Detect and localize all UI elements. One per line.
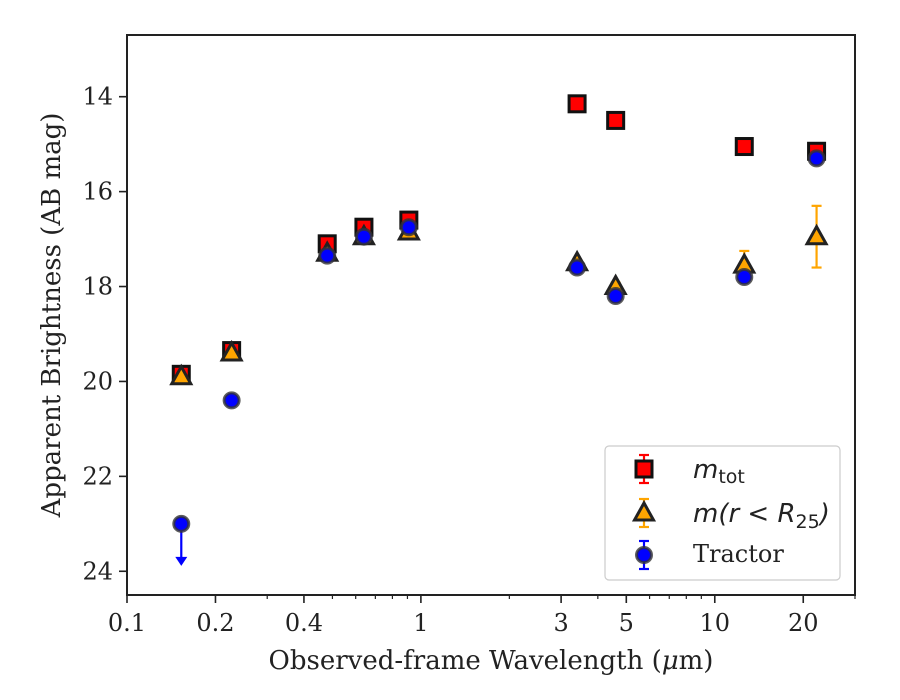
point-mtot: [606, 110, 626, 130]
upper-limit-arrow: [175, 556, 188, 566]
point-tractor: [399, 218, 418, 237]
point-m-r25: [804, 223, 829, 246]
point-tractor: [318, 246, 337, 265]
data-marks: [169, 94, 829, 566]
x-axis-label: Observed-frame Wavelength (μm): [269, 646, 714, 676]
y-tick-label: 22: [82, 462, 113, 490]
y-tick-label: 16: [82, 178, 113, 206]
x-tick-label: 1: [413, 609, 428, 637]
legend-marker-m-r25: [631, 499, 657, 522]
legend-marker-mtot: [634, 459, 654, 479]
legend-label-tractor: Tractor: [693, 540, 784, 568]
x-tick-label: 10: [700, 609, 731, 637]
legend: mtot m(r < R25) Tractor: [604, 445, 841, 581]
y-tick-label: 24: [82, 557, 113, 585]
point-tractor: [568, 258, 587, 277]
y-tick-label: 18: [82, 273, 113, 301]
point-tractor: [735, 268, 754, 287]
point-mtot: [567, 94, 587, 114]
point-m-r25: [169, 363, 194, 386]
x-axis-ticks: 0.1 0.2 0.4 1 3 5 10 20: [108, 595, 856, 637]
legend-marker-tractor: [635, 546, 653, 564]
y-axis-label: Apparent Brightness (AB mag): [37, 113, 67, 519]
y-axis-ticks: 14 16 18 20 22 24: [82, 83, 127, 585]
x-tick-label: 5: [619, 609, 634, 637]
legend-box: [604, 445, 841, 581]
point-m-r25: [219, 339, 244, 362]
y-tick-label: 20: [82, 367, 113, 395]
y-tick-label: 14: [82, 83, 113, 111]
x-tick-label: 0.2: [196, 609, 234, 637]
x-tick-label: 3: [553, 609, 568, 637]
legend-markers: [631, 453, 657, 571]
point-tractor: [172, 514, 191, 533]
point-tractor: [606, 287, 625, 306]
point-mtot: [734, 137, 754, 157]
x-tick-label: 0.4: [285, 609, 323, 637]
legend-label-mtot: mtot: [693, 455, 745, 488]
point-tractor: [222, 391, 241, 410]
axes-frame: [126, 34, 856, 596]
x-tick-label: 0.1: [108, 609, 146, 637]
legend-label-m-r25: m(r < R25): [693, 499, 830, 533]
point-tractor: [807, 149, 826, 168]
point-tractor: [354, 227, 373, 246]
x-tick-label: 20: [788, 609, 819, 637]
